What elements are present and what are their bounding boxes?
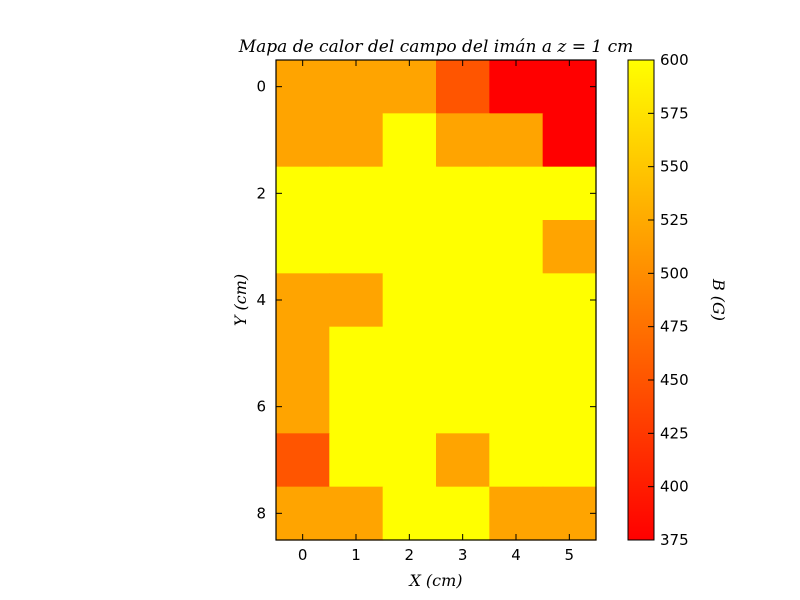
heatmap-cell — [542, 433, 597, 488]
heatmap-cell — [382, 486, 437, 541]
heatmap-cell — [436, 220, 490, 274]
colorbar-tick-label: 600 — [660, 51, 689, 69]
heatmap-cell — [329, 433, 384, 488]
heatmap-cell — [436, 433, 490, 488]
heatmap-cell — [436, 113, 490, 168]
heatmap-cell — [382, 273, 437, 328]
y-axis: 0 2 4 6 8 — [256, 78, 596, 522]
heatmap-cell — [329, 113, 384, 168]
heatmap-cell — [436, 486, 490, 541]
heatmap-cell — [329, 380, 384, 434]
heatmap-cell — [276, 433, 330, 488]
x-tick-label: 1 — [351, 546, 361, 564]
heatmap-cell — [489, 486, 544, 541]
heatmap-cell — [489, 380, 544, 434]
heatmap-cell — [382, 326, 437, 381]
heatmap-cell — [489, 166, 544, 221]
x-tick-label: 3 — [458, 546, 468, 564]
heatmap-cell — [329, 166, 384, 221]
heatmap-cell — [489, 273, 544, 328]
x-axis: 0 1 2 3 4 5 — [298, 60, 574, 564]
heatmap-cell — [382, 380, 437, 434]
x-tick-label: 0 — [298, 546, 308, 564]
heatmap-cell — [276, 273, 330, 328]
colorbar-tick-label: 375 — [660, 531, 689, 549]
heatmap-cell — [489, 220, 544, 274]
heatmap-cell — [382, 166, 437, 221]
colorbar — [627, 59, 655, 541]
y-tick-label: 0 — [256, 78, 266, 96]
heatmap-cell — [542, 486, 597, 541]
colorbar-tick-label: 575 — [660, 104, 689, 122]
heatmap-cell — [276, 113, 330, 168]
heatmap-cell — [382, 60, 437, 114]
heatmap-cell — [329, 326, 384, 381]
heatmap-cell — [542, 220, 597, 274]
heatmap-cell — [329, 60, 384, 114]
colorbar-tick-label: 450 — [660, 371, 689, 389]
y-tick-label: 2 — [256, 184, 266, 202]
heatmap-cell — [276, 166, 330, 221]
heatmap-cell — [276, 220, 330, 274]
y-tick-label: 4 — [256, 291, 266, 309]
colorbar-label: B (G) — [709, 278, 728, 321]
heatmap-cell — [436, 326, 490, 381]
heatmap-cell — [329, 220, 384, 274]
y-axis-label: Y (cm) — [231, 274, 250, 326]
heatmap-cell — [489, 326, 544, 381]
heatmap-cell — [542, 166, 597, 221]
y-tick-label: 6 — [256, 398, 266, 416]
heatmap-cells — [276, 60, 597, 541]
colorbar-tick-label: 400 — [660, 478, 689, 496]
x-tick-label: 2 — [405, 546, 415, 564]
heatmap-cell — [382, 433, 437, 488]
heatmap-cell — [542, 273, 597, 328]
heatmap-cell — [436, 166, 490, 221]
colorbar-tick-label: 525 — [660, 211, 689, 229]
heatmap-cell — [436, 273, 490, 328]
heatmap-cell — [436, 60, 490, 114]
colorbar-tick-label: 425 — [660, 424, 689, 442]
heatmap-cell — [489, 60, 544, 114]
y-tick-label: 8 — [256, 504, 266, 522]
heatmap-cell — [329, 273, 384, 328]
colorbar-tick-label: 475 — [660, 318, 689, 336]
heatmap-cell — [542, 326, 597, 381]
heatmap-cell — [436, 380, 490, 434]
heatmap-cell — [542, 113, 597, 168]
colorbar-ticks: 375 400 425 450 475 500 525 550 575 600 — [648, 51, 689, 549]
heatmap-cell — [382, 113, 437, 168]
heatmap-cell — [382, 220, 437, 274]
heatmap-cell — [276, 326, 330, 381]
colorbar-tick-label: 550 — [660, 158, 689, 176]
x-axis-label: X (cm) — [407, 571, 462, 590]
heatmap-cell — [276, 60, 330, 114]
colorbar-tick-label: 500 — [660, 264, 689, 282]
heatmap-cell — [489, 113, 544, 168]
heatmap-cell — [542, 380, 597, 434]
x-tick-label: 4 — [511, 546, 521, 564]
chart-title: Mapa de calor del campo del imán a z = 1… — [238, 37, 634, 57]
heatmap-cell — [276, 486, 330, 541]
heatmap-cell — [276, 380, 330, 434]
x-tick-label: 5 — [565, 546, 575, 564]
heatmap-cell — [489, 433, 544, 488]
heatmap-cell — [329, 486, 384, 541]
heatmap-cell — [542, 60, 597, 114]
